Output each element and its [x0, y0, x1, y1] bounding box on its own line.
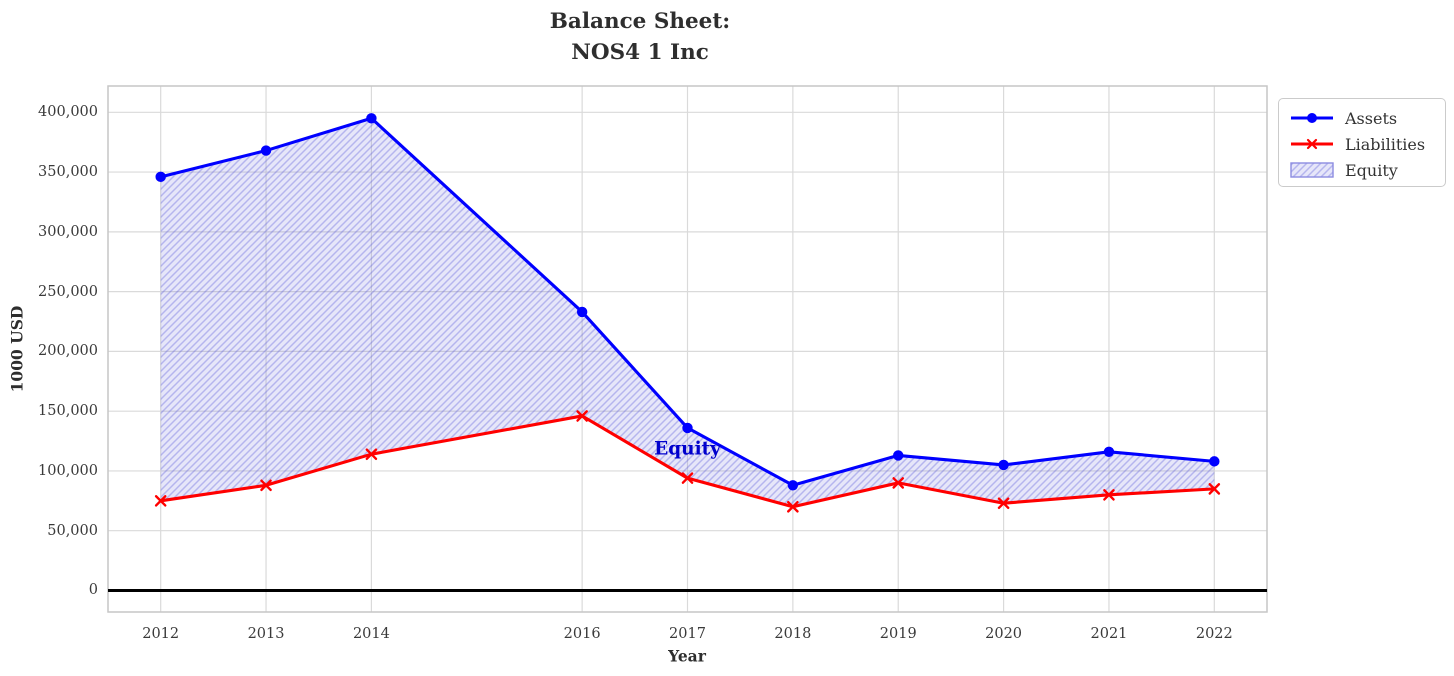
legend-item-equity: Equity [1289, 157, 1445, 183]
chart-title: Balance Sheet: NOS4 1 Inc [550, 7, 730, 68]
y-tick-label: 200,000 [38, 343, 98, 360]
x-tick-label: 2016 [563, 626, 601, 642]
equity-annotation: Equity [654, 438, 721, 460]
equity-patch-swatch [1290, 162, 1334, 178]
x-tick-label: 2014 [352, 626, 390, 642]
y-tick-label: 50,000 [47, 522, 98, 539]
y-tick-label: 0 [88, 582, 98, 599]
x-tick-label: 2022 [1195, 626, 1233, 642]
chart-title-line1: Balance Sheet: [549, 9, 731, 34]
legend-item-assets: Assets [1289, 105, 1445, 131]
legend-label-equity: Equity [1345, 160, 1398, 180]
y-tick-label: 150,000 [38, 403, 98, 420]
x-tick-label: 2012 [142, 626, 180, 642]
x-tick-label: 2020 [985, 626, 1023, 642]
x-tick-label: 2019 [879, 626, 917, 642]
y-tick-label: 350,000 [38, 164, 98, 181]
y-tick-label: 250,000 [38, 283, 98, 300]
y-tick-label: 400,000 [38, 104, 98, 121]
x-axis-label: Year [668, 646, 706, 666]
x-tick-label: 2021 [1090, 626, 1128, 642]
y-tick-label: 300,000 [38, 223, 98, 240]
x-tick-label: 2017 [669, 626, 706, 642]
legend: Assets Liabilities Equity [1278, 98, 1446, 187]
x-tick-label: 2013 [247, 626, 285, 642]
legend-label-liabilities: Liabilities [1345, 134, 1426, 154]
assets-line-swatch [1291, 113, 1333, 123]
x-tick-label: 2018 [774, 626, 812, 642]
chart-title-line2: NOS4 1 Inc [571, 39, 709, 65]
liabilities-line-swatch [1291, 138, 1333, 150]
legend-label-assets: Assets [1345, 108, 1398, 128]
y-tick-label: 100,000 [38, 462, 98, 479]
legend-item-liabilities: Liabilities [1289, 131, 1445, 157]
